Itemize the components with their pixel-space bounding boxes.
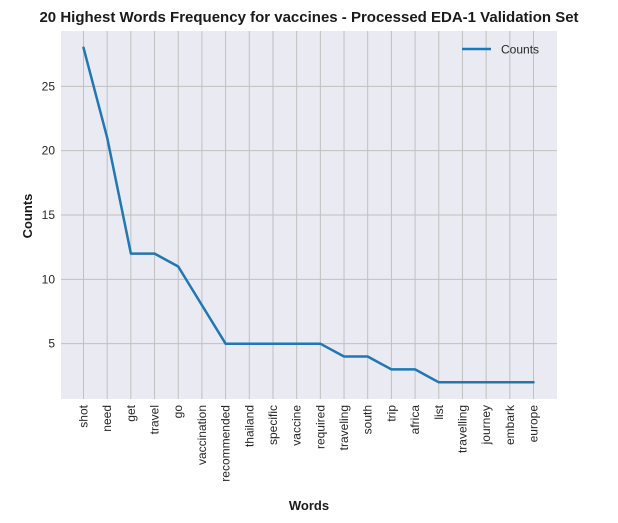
y-grid: [61, 85, 557, 345]
x-tick-label: trip: [384, 405, 398, 422]
x-tick-label: travelling: [455, 405, 469, 453]
x-tick-label: go: [171, 405, 185, 419]
x-tick-label: africa: [408, 405, 422, 435]
y-axis-label: Counts: [20, 194, 35, 239]
y-tick-label: 25: [42, 79, 56, 93]
series-layer: [82, 46, 535, 384]
x-tick-label: journey: [479, 405, 493, 445]
chart-title: 20 Highest Words Frequency for vaccines …: [39, 9, 578, 26]
x-tick-label: specific: [266, 405, 280, 445]
x-tick-label: south: [361, 405, 375, 434]
x-tick-label: europe: [527, 405, 541, 443]
x-tick-label: list: [432, 404, 446, 419]
x-tick-label: embark: [503, 404, 517, 445]
x-tick-label: need: [100, 405, 114, 432]
series-line-counts: [82, 46, 535, 384]
y-tick-label: 20: [42, 144, 56, 158]
x-tick-label: shot: [77, 404, 91, 427]
x-tick-label: vaccine: [290, 405, 304, 446]
legend: Counts: [462, 43, 539, 57]
y-tick-label: 15: [42, 208, 56, 222]
x-axis-label: Words: [289, 498, 329, 513]
y-tick-label: 10: [42, 272, 56, 286]
y-tick-label: 5: [48, 337, 55, 351]
x-tick-label: recommended: [219, 405, 233, 482]
x-axis-ticks: shot need get travel go vaccination recommende…: [77, 404, 541, 482]
y-axis-ticks: 5 10 15 20 25: [42, 79, 56, 350]
x-tick-label: vaccination: [195, 405, 209, 465]
x-tick-label: get: [124, 404, 138, 421]
x-tick-label: travel: [148, 405, 162, 434]
legend-label-counts: Counts: [501, 43, 539, 57]
x-tick-label: traveling: [337, 405, 351, 450]
x-tick-label: thailand: [242, 405, 256, 447]
x-tick-label: required: [313, 405, 327, 449]
